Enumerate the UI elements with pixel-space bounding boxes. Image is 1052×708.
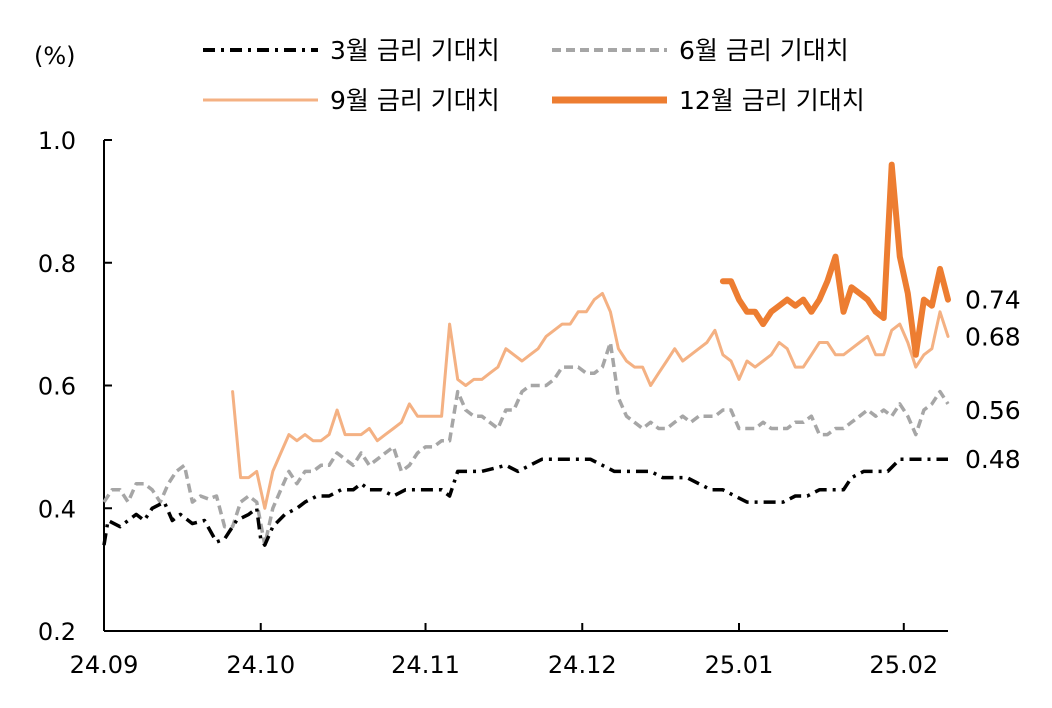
legend-label-2: 6월 금리 기대치 (679, 36, 849, 65)
x-tick-label: 24.11 (391, 651, 460, 679)
x-tick-label: 25.01 (705, 651, 774, 679)
legend: 3월 금리 기대치 6월 금리 기대치 9월 금리 기대치 12월 금리 기대치 (203, 36, 865, 115)
end-value-label: 0.56 (965, 396, 1021, 425)
series-line-4 (719, 161, 951, 358)
legend-item-1: 3월 금리 기대치 (203, 36, 500, 65)
legend-label-1: 3월 금리 기대치 (330, 36, 500, 65)
x-ticks: 24.09 24.10 24.11 24.12 25.01 25.02 (70, 623, 938, 679)
end-value-label: 0.48 (965, 445, 1021, 474)
end-labels: 0.48 0.56 0.68 0.74 (965, 286, 1021, 475)
legend-label-3: 9월 금리 기대치 (330, 86, 500, 115)
y-ticks: 0.2 0.4 0.6 0.8 1.0 (38, 127, 112, 646)
legend-item-3: 9월 금리 기대치 (203, 86, 500, 115)
y-tick-label: 0.6 (38, 373, 76, 401)
series-line-2 (102, 340, 950, 547)
y-tick-label: 0.2 (38, 618, 76, 646)
series-line-1 (102, 457, 948, 547)
x-tick-label: 24.12 (548, 651, 617, 679)
x-tick-label: 24.09 (70, 651, 139, 679)
legend-label-4: 12월 금리 기대치 (679, 86, 865, 115)
series-layer (102, 161, 951, 547)
y-tick-label: 1.0 (38, 127, 76, 155)
legend-item-2: 6월 금리 기대치 (552, 36, 849, 65)
x-tick-label: 24.10 (226, 651, 295, 679)
end-value-label: 0.74 (965, 286, 1021, 315)
y-tick-label: 0.8 (38, 250, 76, 278)
y-tick-label: 0.4 (38, 495, 76, 523)
x-tick-label: 25.02 (869, 651, 938, 679)
end-value-label: 0.68 (965, 322, 1021, 351)
legend-item-4: 12월 금리 기대치 (552, 86, 865, 115)
axes (103, 140, 948, 632)
series-line-3 (231, 291, 950, 510)
y-axis-unit-label: (%) (34, 42, 76, 70)
